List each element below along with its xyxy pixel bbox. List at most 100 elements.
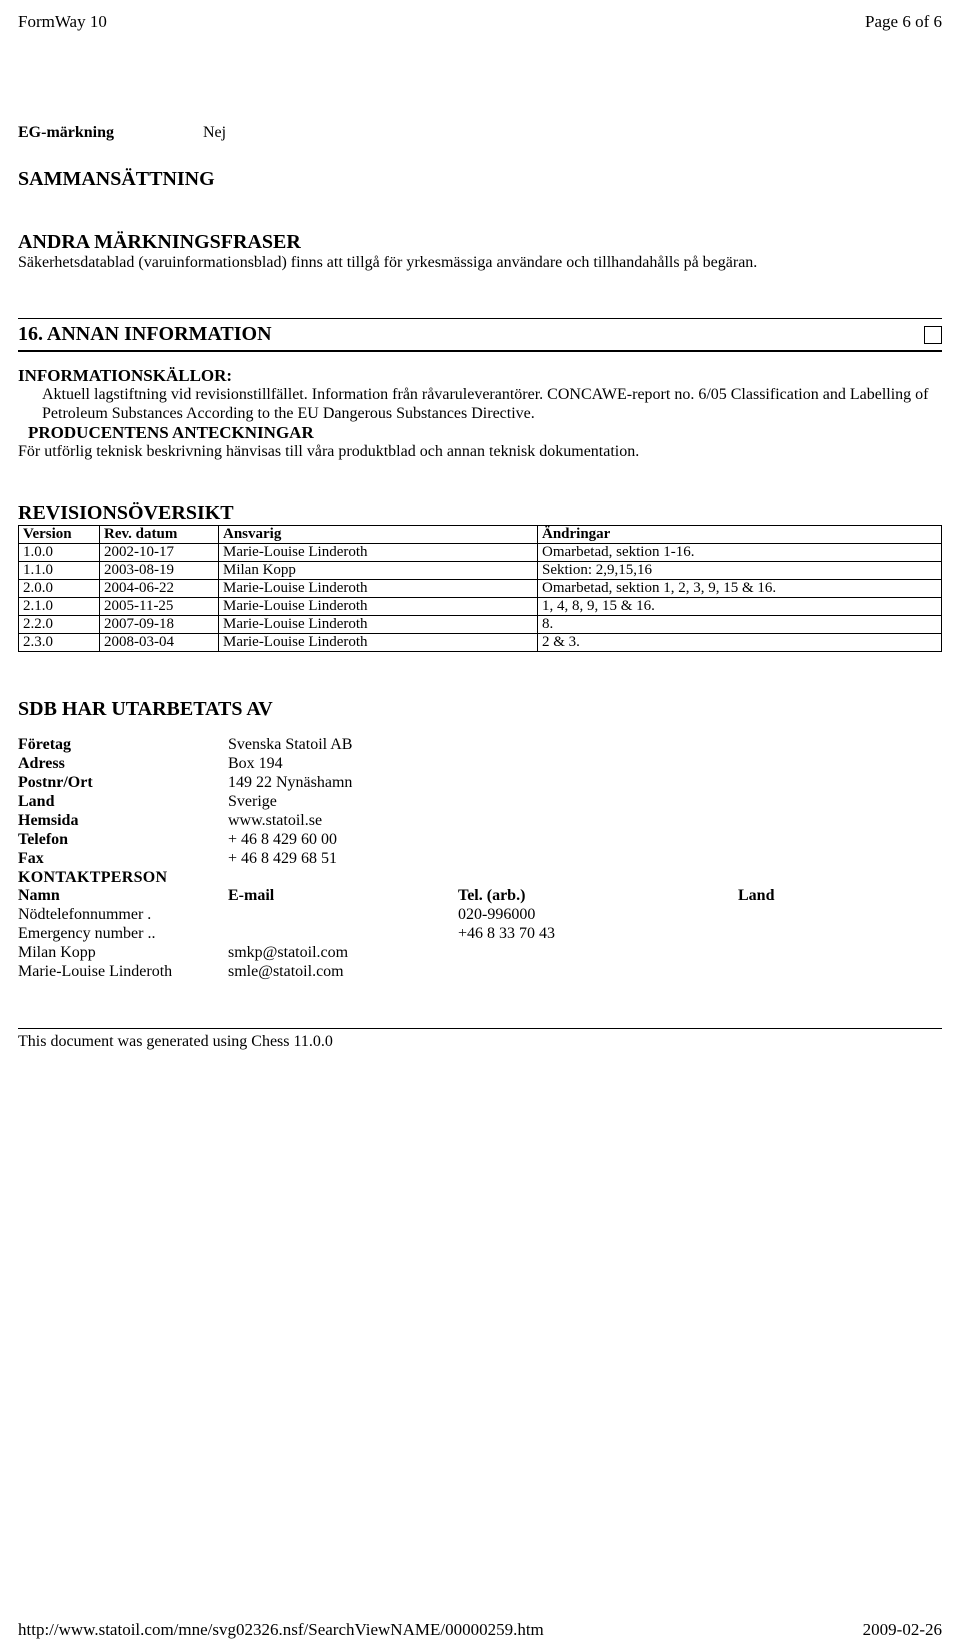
table-header: Rev. datum (100, 525, 219, 543)
kontakt-namn: Marie-Louise Linderoth (18, 963, 228, 981)
generated-text: This document was generated using Chess … (18, 1033, 942, 1051)
checkbox-icon (924, 326, 942, 344)
sdb-label: Telefon (18, 831, 228, 849)
kontakt-col-land: Land (738, 887, 942, 905)
sdb-value: www.statoil.se (228, 812, 942, 830)
table-cell: Marie-Louise Linderoth (219, 615, 538, 633)
andra-text: Säkerhetsdatablad (varuinformationsblad)… (18, 254, 942, 272)
header-right: Page 6 of 6 (865, 12, 942, 32)
kontakt-email (228, 906, 458, 924)
kontakt-namn: Emergency number .. (18, 925, 228, 943)
table-cell: 2004-06-22 (100, 579, 219, 597)
kontakt-title: KONTAKTPERSON (18, 869, 942, 887)
table-cell: 2007-09-18 (100, 615, 219, 633)
kontakt-namn: Milan Kopp (18, 944, 228, 962)
sdb-label: Hemsida (18, 812, 228, 830)
kontakt-land (738, 944, 942, 962)
kontakt-land (738, 925, 942, 943)
kontakt-land (738, 906, 942, 924)
eg-row: EG-märkning Nej (18, 124, 942, 142)
table-cell: 2008-03-04 (100, 633, 219, 651)
page: FormWay 10 Page 6 of 6 EG-märkning Nej S… (0, 0, 960, 1652)
table-header: Ansvarig (219, 525, 538, 543)
table-cell: 2002-10-17 (100, 543, 219, 561)
kontakt-email (228, 925, 458, 943)
table-cell: Omarbetad, sektion 1, 2, 3, 9, 15 & 16. (538, 579, 942, 597)
footer-url: http://www.statoil.com/mne/svg02326.nsf/… (18, 1620, 544, 1640)
table-cell: 1.0.0 (19, 543, 100, 561)
sdb-label: Land (18, 793, 228, 811)
eg-value: Nej (203, 124, 226, 142)
andra-title: ANDRA MÄRKNINGSFRASER (18, 231, 942, 254)
sdb-value: Sverige (228, 793, 942, 811)
table-cell: 2.3.0 (19, 633, 100, 651)
sdb-label: Företag (18, 736, 228, 754)
kontakt-tel (458, 963, 738, 981)
kontakt-col-tel: Tel. (arb.) (458, 887, 738, 905)
kontakt-row: Emergency number .. +46 8 33 70 43 (18, 925, 942, 943)
table-cell: Marie-Louise Linderoth (219, 597, 538, 615)
sdb-label: Fax (18, 850, 228, 868)
revision-table: Version Rev. datum Ansvarig Ändringar 1.… (18, 525, 942, 652)
kontakt-land (738, 963, 942, 981)
table-cell: Marie-Louise Linderoth (219, 633, 538, 651)
kontakt-row: Milan Koppsmkp@statoil.com (18, 944, 942, 962)
kontakt-namn: Nödtelefonnummer . (18, 906, 228, 924)
eg-label: EG-märkning (18, 124, 203, 142)
table-cell: Marie-Louise Linderoth (219, 543, 538, 561)
sdb-row: Telefon+ 46 8 429 60 00 (18, 831, 942, 849)
sdb-row: AdressBox 194 (18, 755, 942, 773)
sdb-value: + 46 8 429 68 51 (228, 850, 942, 868)
table-row: 2.3.02008-03-04Marie-Louise Linderoth2 &… (19, 633, 942, 651)
kontakt-tel: 020-996000 (458, 906, 738, 924)
prod-text: För utförlig teknisk beskrivning hänvisa… (18, 443, 942, 461)
table-cell: Milan Kopp (219, 561, 538, 579)
sdb-row: FöretagSvenska Statoil AB (18, 736, 942, 754)
sdb-value: + 46 8 429 60 00 (228, 831, 942, 849)
table-row: 2.0.02004-06-22Marie-Louise LinderothOma… (19, 579, 942, 597)
infokallor-title: INFORMATIONSKÄLLOR: (18, 366, 942, 386)
kontakt-row: Nödtelefonnummer . 020-996000 (18, 906, 942, 924)
table-cell: 2.2.0 (19, 615, 100, 633)
revision-title: REVISIONSÖVERSIKT (18, 502, 942, 525)
header-left: FormWay 10 (18, 12, 107, 32)
table-header: Version (19, 525, 100, 543)
table-row: 2.2.02007-09-18Marie-Louise Linderoth8. (19, 615, 942, 633)
sdb-row: Hemsidawww.statoil.se (18, 812, 942, 830)
prod-title: PRODUCENTENS ANTECKNINGAR (18, 423, 942, 443)
sdb-row: Fax+ 46 8 429 68 51 (18, 850, 942, 868)
table-cell: 1.1.0 (19, 561, 100, 579)
kontakt-tel (458, 944, 738, 962)
kontakt-email: smle@statoil.com (228, 963, 458, 981)
table-row: 2.1.02005-11-25Marie-Louise Linderoth1, … (19, 597, 942, 615)
table-cell: 1, 4, 8, 9, 15 & 16. (538, 597, 942, 615)
table-row: 1.1.02003-08-19Milan KoppSektion: 2,9,15… (19, 561, 942, 579)
kontakt-col-email: E-mail (228, 887, 458, 905)
kontakt-col-namn: Namn (18, 887, 228, 905)
sdb-value: Svenska Statoil AB (228, 736, 942, 754)
kontakt-header: Namn E-mail Tel. (arb.) Land (18, 887, 942, 905)
sdb-row: LandSverige (18, 793, 942, 811)
table-cell: 2005-11-25 (100, 597, 219, 615)
table-cell: Sektion: 2,9,15,16 (538, 561, 942, 579)
page-header: FormWay 10 Page 6 of 6 (18, 12, 942, 32)
sdb-title: SDB HAR UTARBETATS AV (18, 698, 942, 721)
table-cell: 2 & 3. (538, 633, 942, 651)
kontakt-tel: +46 8 33 70 43 (458, 925, 738, 943)
table-cell: Omarbetad, sektion 1-16. (538, 543, 942, 561)
footer-date: 2009-02-26 (863, 1620, 942, 1640)
sdb-label: Postnr/Ort (18, 774, 228, 792)
sdb-label: Adress (18, 755, 228, 773)
kontakt-row: Marie-Louise Linderothsmle@statoil.com (18, 963, 942, 981)
sdb-value: Box 194 (228, 755, 942, 773)
sammansattning-title: SAMMANSÄTTNING (18, 168, 942, 191)
table-header: Ändringar (538, 525, 942, 543)
sec16-title: 16. ANNAN INFORMATION (18, 323, 272, 346)
sdb-value: 149 22 Nynäshamn (228, 774, 942, 792)
sdb-row: Postnr/Ort149 22 Nynäshamn (18, 774, 942, 792)
table-header-row: Version Rev. datum Ansvarig Ändringar (19, 525, 942, 543)
table-row: 1.0.02002-10-17Marie-Louise LinderothOma… (19, 543, 942, 561)
table-cell: 2003-08-19 (100, 561, 219, 579)
table-cell: 2.0.0 (19, 579, 100, 597)
kontakt-email: smkp@statoil.com (228, 944, 458, 962)
